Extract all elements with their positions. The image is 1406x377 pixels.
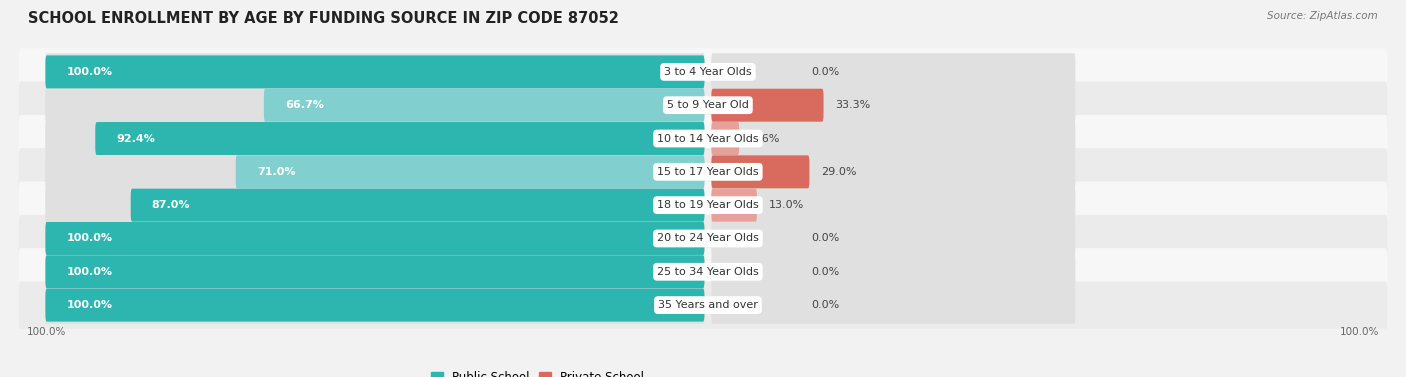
FancyBboxPatch shape — [711, 287, 1076, 324]
Text: 3 to 4 Year Olds: 3 to 4 Year Olds — [664, 67, 752, 77]
FancyBboxPatch shape — [45, 222, 704, 255]
Text: 29.0%: 29.0% — [821, 167, 856, 177]
Text: 0.0%: 0.0% — [811, 267, 839, 277]
FancyBboxPatch shape — [45, 289, 704, 322]
FancyBboxPatch shape — [45, 153, 704, 190]
Text: 15 to 17 Year Olds: 15 to 17 Year Olds — [657, 167, 759, 177]
Text: 25 to 34 Year Olds: 25 to 34 Year Olds — [657, 267, 759, 277]
FancyBboxPatch shape — [131, 188, 704, 222]
Text: 100.0%: 100.0% — [66, 67, 112, 77]
FancyBboxPatch shape — [711, 122, 740, 155]
Text: 100.0%: 100.0% — [27, 327, 66, 337]
Text: 92.4%: 92.4% — [117, 133, 155, 144]
FancyBboxPatch shape — [711, 155, 810, 188]
Text: 100.0%: 100.0% — [66, 300, 112, 310]
FancyBboxPatch shape — [236, 155, 704, 188]
Text: 35 Years and over: 35 Years and over — [658, 300, 758, 310]
FancyBboxPatch shape — [96, 122, 704, 155]
FancyBboxPatch shape — [18, 115, 1388, 162]
Text: 33.3%: 33.3% — [835, 100, 870, 110]
Text: 0.0%: 0.0% — [811, 233, 839, 244]
Text: 100.0%: 100.0% — [66, 267, 112, 277]
FancyBboxPatch shape — [18, 48, 1388, 95]
FancyBboxPatch shape — [711, 187, 1076, 224]
FancyBboxPatch shape — [45, 87, 704, 124]
Text: Source: ZipAtlas.com: Source: ZipAtlas.com — [1267, 11, 1378, 21]
FancyBboxPatch shape — [711, 253, 1076, 290]
Text: 100.0%: 100.0% — [66, 233, 112, 244]
Text: 66.7%: 66.7% — [285, 100, 323, 110]
FancyBboxPatch shape — [45, 53, 704, 90]
Text: 20 to 24 Year Olds: 20 to 24 Year Olds — [657, 233, 759, 244]
Text: 5 to 9 Year Old: 5 to 9 Year Old — [666, 100, 749, 110]
FancyBboxPatch shape — [18, 282, 1388, 329]
FancyBboxPatch shape — [45, 253, 704, 290]
FancyBboxPatch shape — [711, 120, 1076, 157]
Text: 100.0%: 100.0% — [1340, 327, 1379, 337]
FancyBboxPatch shape — [18, 81, 1388, 129]
FancyBboxPatch shape — [45, 120, 704, 157]
Text: 0.0%: 0.0% — [811, 300, 839, 310]
FancyBboxPatch shape — [18, 248, 1388, 296]
Text: SCHOOL ENROLLMENT BY AGE BY FUNDING SOURCE IN ZIP CODE 87052: SCHOOL ENROLLMENT BY AGE BY FUNDING SOUR… — [28, 11, 619, 26]
Legend: Public School, Private School: Public School, Private School — [426, 366, 650, 377]
Text: 87.0%: 87.0% — [152, 200, 190, 210]
FancyBboxPatch shape — [18, 181, 1388, 229]
Text: 71.0%: 71.0% — [257, 167, 295, 177]
Text: 7.6%: 7.6% — [751, 133, 779, 144]
Text: 18 to 19 Year Olds: 18 to 19 Year Olds — [657, 200, 759, 210]
Text: 10 to 14 Year Olds: 10 to 14 Year Olds — [657, 133, 759, 144]
FancyBboxPatch shape — [18, 215, 1388, 262]
FancyBboxPatch shape — [45, 187, 704, 224]
FancyBboxPatch shape — [711, 188, 756, 222]
FancyBboxPatch shape — [711, 153, 1076, 190]
FancyBboxPatch shape — [45, 55, 704, 88]
FancyBboxPatch shape — [45, 287, 704, 324]
FancyBboxPatch shape — [711, 220, 1076, 257]
FancyBboxPatch shape — [711, 53, 1076, 90]
FancyBboxPatch shape — [18, 148, 1388, 196]
FancyBboxPatch shape — [264, 89, 704, 122]
FancyBboxPatch shape — [711, 87, 1076, 124]
FancyBboxPatch shape — [711, 89, 824, 122]
FancyBboxPatch shape — [45, 220, 704, 257]
Text: 0.0%: 0.0% — [811, 67, 839, 77]
FancyBboxPatch shape — [45, 255, 704, 288]
Text: 13.0%: 13.0% — [769, 200, 804, 210]
